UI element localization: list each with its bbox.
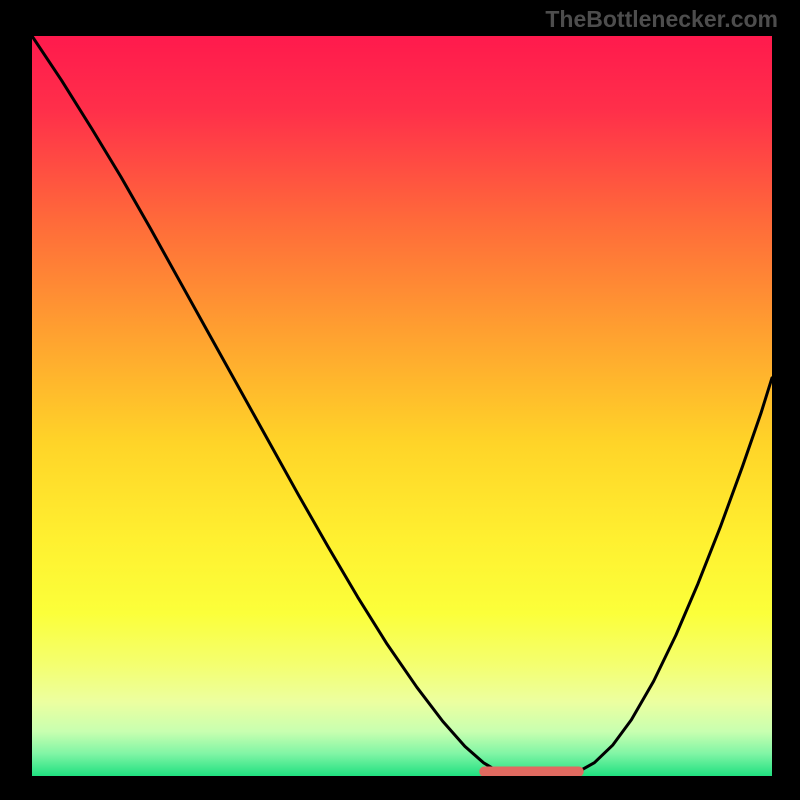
bottleneck-curve — [32, 36, 772, 776]
chart-canvas: TheBottlenecker.com — [0, 0, 800, 800]
plot-area — [32, 36, 772, 776]
watermark-text: TheBottlenecker.com — [545, 6, 778, 33]
trough-marker — [480, 767, 584, 776]
curve-layer — [32, 36, 772, 776]
